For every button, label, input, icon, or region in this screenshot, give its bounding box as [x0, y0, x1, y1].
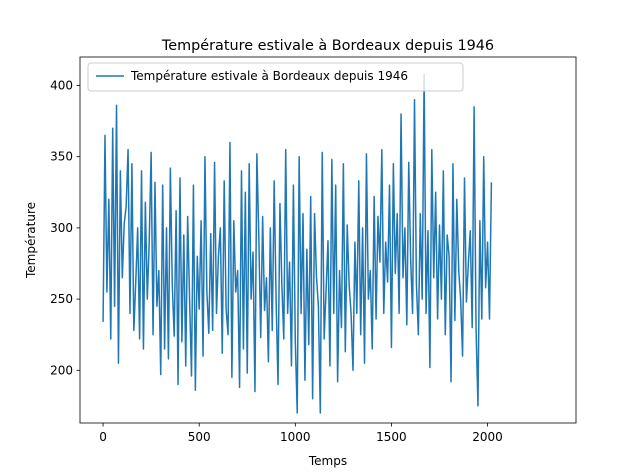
x-tick-label: 0 — [99, 430, 107, 444]
series-line-temperature — [102, 73, 493, 414]
y-tick-label: 200 — [50, 363, 73, 377]
axes-frame — [79, 56, 577, 424]
legend: Température estivale à Bordeaux depuis 1… — [87, 62, 464, 92]
y-tick-label: 300 — [50, 221, 73, 235]
legend-label: Température estivale à Bordeaux depuis 1… — [130, 69, 408, 83]
x-tick-label: 1500 — [376, 430, 407, 444]
y-tick-label: 350 — [50, 150, 73, 164]
plot-area — [102, 73, 493, 414]
x-axis-title: Temps — [308, 454, 347, 468]
y-axis: 200 250 300 350 400 — [50, 78, 80, 377]
y-axis-title: Température — [24, 202, 38, 279]
x-tick-label: 1000 — [280, 430, 311, 444]
legend-box — [87, 62, 464, 92]
x-axis: 0 500 1000 1500 2000 — [99, 423, 503, 444]
chart-title: Température estivale à Bordeaux depuis 1… — [161, 38, 494, 54]
x-tick-label: 2000 — [472, 430, 503, 444]
y-tick-label: 250 — [50, 292, 73, 306]
y-tick-label: 400 — [50, 78, 73, 92]
x-tick-label: 500 — [188, 430, 211, 444]
